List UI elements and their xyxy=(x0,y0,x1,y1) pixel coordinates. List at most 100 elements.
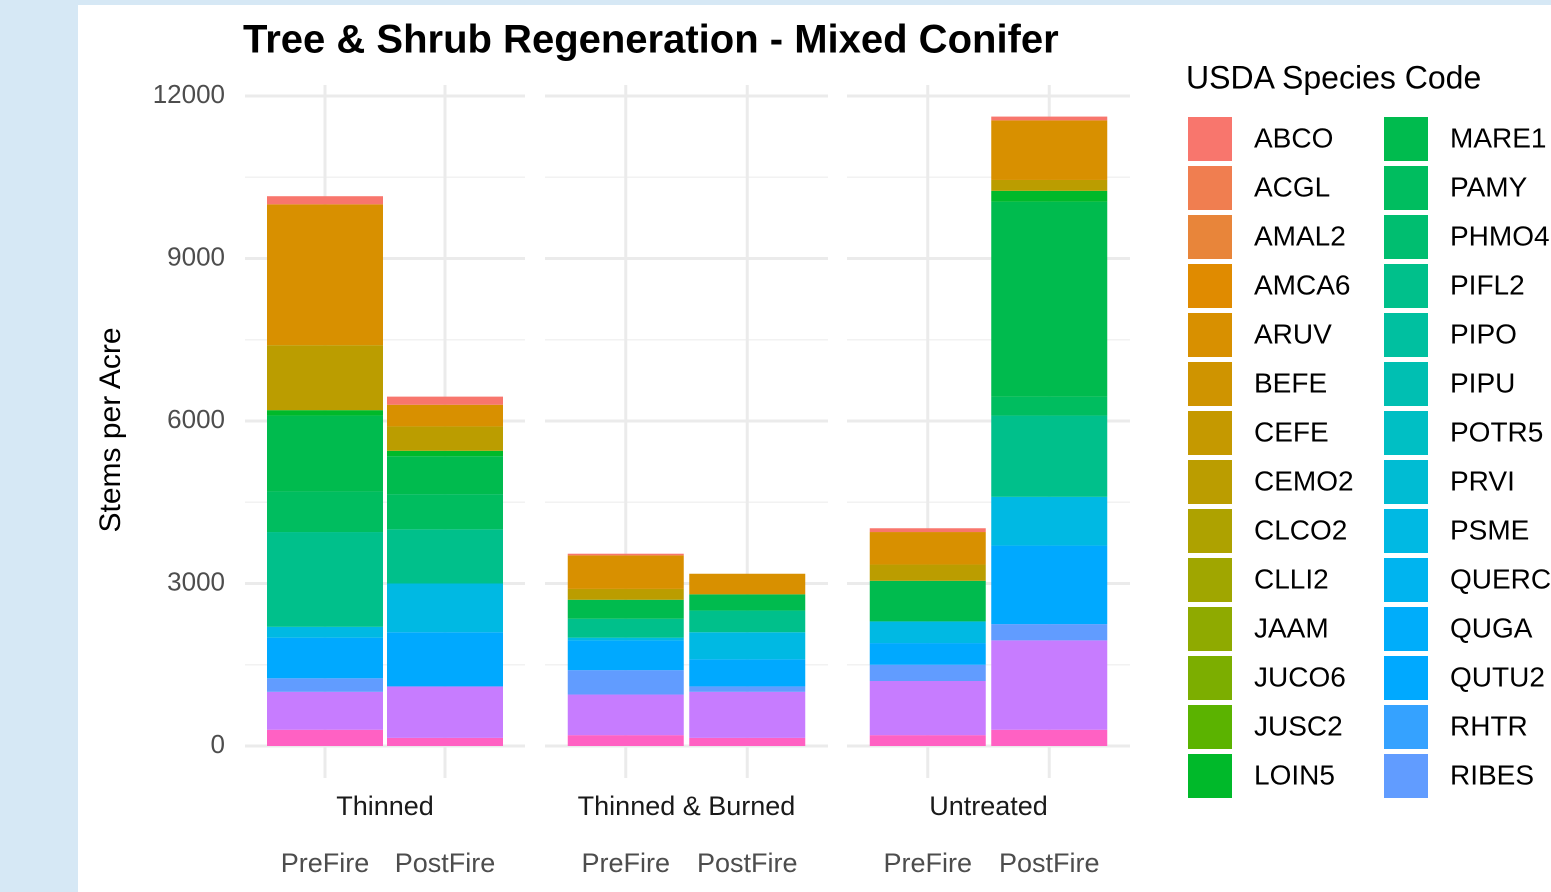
legend-key xyxy=(1384,117,1428,161)
legend-label: MARE1 xyxy=(1450,122,1546,153)
legend-key xyxy=(1188,215,1232,259)
bar-segment xyxy=(567,670,684,695)
chart-title: Tree & Shrub Regeneration - Mixed Conife… xyxy=(243,18,1059,62)
legend-label: BEFE xyxy=(1254,367,1327,398)
legend-key xyxy=(1384,362,1428,406)
bar-segment xyxy=(689,610,806,633)
bar-segment xyxy=(869,528,986,533)
legend-key xyxy=(1384,705,1428,749)
x-tick-label: PostFire xyxy=(697,848,798,878)
bar-segment xyxy=(991,120,1108,180)
legend-key xyxy=(1188,264,1232,308)
bar-segment xyxy=(387,583,503,633)
legend-label: PSME xyxy=(1450,514,1529,545)
x-tick-label: PreFire xyxy=(581,848,670,878)
legend-key xyxy=(1188,313,1232,357)
legend-label: JAAM xyxy=(1254,612,1329,643)
legend-key xyxy=(1188,509,1232,553)
bar-segment xyxy=(267,626,383,638)
legend-label: PHMO4 xyxy=(1450,220,1550,251)
bar-segment xyxy=(267,415,383,492)
bar-segment xyxy=(387,404,503,427)
bar-segment xyxy=(991,545,1108,625)
bar-segment xyxy=(567,588,684,600)
bar-segment xyxy=(991,729,1108,746)
legend-key xyxy=(1188,754,1232,798)
legend-label: POTR5 xyxy=(1450,416,1543,447)
bar-segment xyxy=(267,491,383,533)
bar-segment xyxy=(991,396,1108,416)
legend-key xyxy=(1384,166,1428,210)
bar-segment xyxy=(991,496,1108,546)
y-tick-label: 12000 xyxy=(153,79,225,109)
bar-segment xyxy=(267,691,383,730)
bar-segment xyxy=(567,555,684,589)
bar-segment xyxy=(689,594,806,611)
legend-label: QUERC xyxy=(1450,563,1551,594)
bar-segment xyxy=(567,637,684,641)
legend-label: JUCO6 xyxy=(1254,661,1346,692)
legend-label: PAMY xyxy=(1450,171,1528,202)
bar-segment xyxy=(869,580,986,622)
bar-segment xyxy=(991,179,1108,191)
bar-segment xyxy=(387,396,503,405)
bar-segment xyxy=(567,599,684,619)
legend-key xyxy=(1188,166,1232,210)
bar-segment xyxy=(387,426,503,451)
bar-segment xyxy=(567,618,684,638)
x-tick-label: PreFire xyxy=(281,848,370,878)
legend-key xyxy=(1384,411,1428,455)
legend-label: PIFL2 xyxy=(1450,269,1525,300)
legend-label: LOIN5 xyxy=(1254,759,1335,790)
bar-segment xyxy=(689,686,806,692)
legend-key xyxy=(1188,656,1232,700)
legend-key xyxy=(1188,607,1232,651)
y-axis-title: Stems per Acre xyxy=(94,327,127,532)
legend-label: AMAL2 xyxy=(1254,220,1346,251)
bar-segment xyxy=(869,564,986,581)
bar-segment xyxy=(991,190,1108,202)
legend-label: CEFE xyxy=(1254,416,1329,447)
legend-key xyxy=(1384,509,1428,553)
bar-segment xyxy=(567,640,684,671)
bar-segment xyxy=(387,686,503,738)
bar-segment xyxy=(387,529,503,584)
y-tick-label: 3000 xyxy=(167,566,225,596)
bar-segment xyxy=(387,632,503,687)
bar-segment xyxy=(869,735,986,746)
bar-segment xyxy=(991,116,1108,121)
bar-segment xyxy=(869,532,986,565)
legend-label: QUTU2 xyxy=(1450,661,1545,692)
bar-segment xyxy=(991,624,1108,641)
x-tick-label: PostFire xyxy=(395,848,496,878)
legend-key xyxy=(1384,313,1428,357)
legend-key xyxy=(1188,558,1232,602)
legend-key xyxy=(1384,754,1428,798)
bar-segment xyxy=(267,345,383,411)
x-tick-label: PreFire xyxy=(883,848,972,878)
legend-label: PIPU xyxy=(1450,367,1515,398)
y-tick-label: 6000 xyxy=(167,404,225,434)
legend-label: CLCO2 xyxy=(1254,514,1347,545)
bar-segment xyxy=(689,659,806,687)
legend-label: PIPO xyxy=(1450,318,1517,349)
bar-segment xyxy=(991,640,1108,730)
legend-key xyxy=(1384,215,1428,259)
bar-segment xyxy=(869,643,986,665)
legend-label: ACGL xyxy=(1254,171,1330,202)
bar-segment xyxy=(689,737,806,746)
bar-segment xyxy=(267,678,383,692)
facet-label: Thinned xyxy=(336,791,434,821)
legend-key xyxy=(1384,656,1428,700)
bar-segment xyxy=(267,637,383,679)
legend-key xyxy=(1188,705,1232,749)
bar-segment xyxy=(689,632,806,660)
bar-segment xyxy=(267,532,383,627)
legend-label: PRVI xyxy=(1450,465,1515,496)
legend-label: ARUV xyxy=(1254,318,1332,349)
bar-segment xyxy=(689,691,806,738)
bar-segment xyxy=(991,201,1108,397)
facet-label: Untreated xyxy=(929,791,1048,821)
bar-segment xyxy=(387,456,503,495)
